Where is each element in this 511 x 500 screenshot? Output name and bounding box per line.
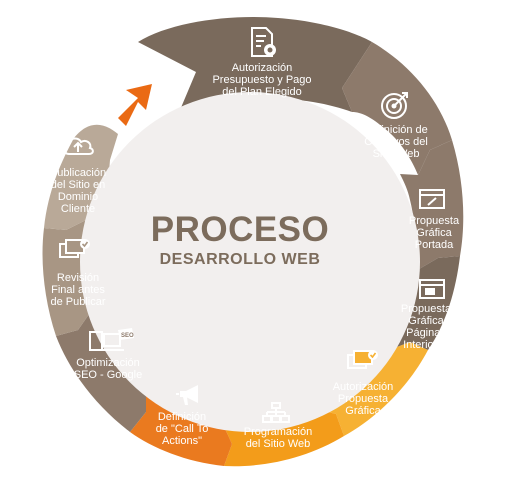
target-icon — [381, 92, 408, 119]
segment-5 — [312, 342, 428, 436]
segment-1 — [138, 17, 372, 112]
step-label-3: Propuesta Gráfica Portada — [408, 215, 460, 251]
browser-pages-icon — [419, 279, 445, 299]
svg-text:SEO: SEO — [121, 333, 134, 339]
step-label-2: Definición de Objetivos del Sitio Web — [364, 124, 428, 160]
devices-seo-icon: SEO — [89, 328, 134, 351]
step-label-4: Propuesta Gráfica Páginas Interiores — [400, 303, 452, 351]
step-label-6: Programación del Sitio Web — [243, 426, 313, 450]
step-label-5: Autorización Propuesta Gráfica — [332, 381, 394, 417]
cycle-arrow-icon — [118, 84, 152, 126]
segment-2 — [342, 42, 452, 175]
diagram-title: PROCESO — [150, 210, 330, 249]
segment-8 — [56, 310, 146, 432]
screens-check-icon — [59, 239, 90, 258]
sitemap-icon — [262, 402, 290, 423]
step-label-7: Definición de "Call To Actions" — [155, 411, 209, 447]
center-circle — [80, 92, 420, 432]
diagram-subtitle: DESARROLLO WEB — [159, 251, 321, 268]
step-label-1: Autorización Presupuesto y Pago del Plan E… — [212, 62, 312, 98]
document-gear-icon — [251, 27, 276, 57]
segment-6 — [222, 408, 344, 467]
segment-7 — [130, 388, 232, 466]
screens-check-icon — [347, 350, 378, 369]
step-label-8: Optimización SEO - Google — [73, 357, 143, 381]
segment-10 — [44, 124, 118, 230]
step-label-9: Revisión Final antes de Publicar — [50, 272, 106, 308]
cloud-upload-icon — [63, 137, 94, 155]
step-label-10: Publicación del Sitio en Dominio Cliente — [49, 167, 107, 215]
megaphone-icon — [176, 385, 198, 405]
browser-pen-icon — [419, 189, 445, 209]
